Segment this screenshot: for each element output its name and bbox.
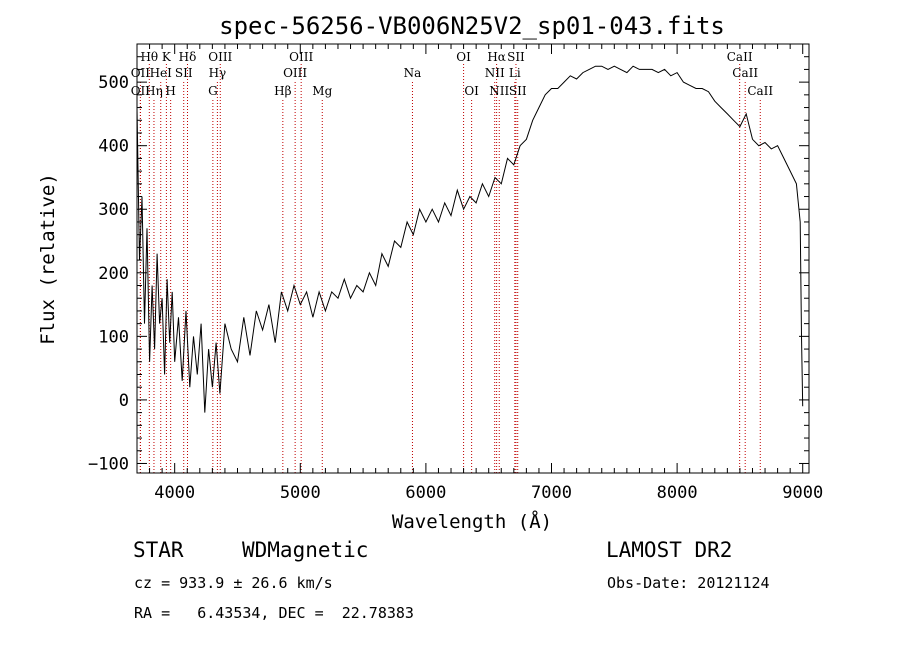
chart-title: spec-56256-VB006N25V2_sp01-043.fits — [219, 12, 725, 40]
spectral-line-label: Hδ — [179, 50, 197, 64]
spectral-line-label: Na — [404, 66, 422, 80]
spectral-line-label: CaII — [727, 50, 753, 64]
spectral-line-label: Hα — [487, 50, 506, 64]
object-class: STAR — [133, 538, 184, 562]
y-tick-label: 100 — [98, 327, 129, 347]
x-tick-label: 8000 — [657, 483, 698, 503]
spectral-line-label: SII — [509, 84, 527, 98]
spectral-line-label: OIII — [289, 50, 313, 64]
spectrum-line — [136, 65, 804, 413]
spectral-line-label: Hη — [145, 84, 163, 98]
spectral-line-label: G — [208, 84, 218, 98]
x-tick-label: 7000 — [531, 483, 572, 503]
object-subclass: WDMagnetic — [242, 538, 369, 562]
plot-frame — [136, 43, 810, 474]
y-tick-label: 200 — [98, 264, 129, 284]
redshift-text: cz = 933.9 ± 26.6 km/s — [134, 574, 333, 592]
y-tick-label: −100 — [88, 454, 129, 474]
spectral-line-label: Mg — [312, 84, 332, 98]
y-tick-label: 500 — [98, 73, 129, 93]
x-tick-label: 6000 — [405, 483, 446, 503]
survey-name: LAMOST DR2 — [606, 538, 733, 562]
spectral-line-label: Li — [509, 66, 521, 80]
spectral-line-label: OII — [131, 84, 151, 98]
observation-date: Obs-Date: 20121124 — [607, 574, 770, 592]
spectral-line-label: SII — [507, 50, 525, 64]
y-tick-label: 300 — [98, 200, 129, 220]
axis-ticks: 4000 5000 6000 7000 8000 9000 −100 0 100 200 300 40… — [88, 44, 823, 503]
spectral-line-label: OI — [456, 50, 471, 64]
y-axis-label: Flux (relative) — [37, 173, 59, 345]
spectral-line-label: SII — [175, 66, 193, 80]
spectral-line-label: Hγ — [209, 66, 227, 80]
spectral-line-label: OIII — [208, 50, 232, 64]
x-tick-label: 9000 — [782, 483, 823, 503]
x-tick-label: 5000 — [280, 483, 321, 503]
spectral-line-label: Hβ — [274, 84, 291, 98]
y-tick-label: 0 — [119, 391, 129, 411]
spectral-line-label: HeI — [150, 66, 173, 80]
x-tick-label: 4000 — [154, 483, 195, 503]
x-axis-label: Wavelength (Å) — [392, 510, 552, 533]
spectral-line-label: OII — [131, 66, 151, 80]
spectral-line-label: NII — [489, 84, 509, 98]
y-tick-label: 400 — [98, 137, 129, 157]
spectral-line-label: CaII — [747, 84, 773, 98]
coordinates-text: RA = 6.43534, DEC = 22.78383 — [134, 604, 414, 622]
spectral-line-label: H — [165, 84, 175, 98]
spectral-line-label: K — [162, 50, 172, 64]
spectral-line-label: NII — [485, 66, 505, 80]
spectral-line-label: OI — [464, 84, 479, 98]
spectral-line-label: OIII — [283, 66, 307, 80]
spectral-line-label: CaII — [732, 66, 758, 80]
spectral-line-label: Hθ — [140, 50, 158, 64]
